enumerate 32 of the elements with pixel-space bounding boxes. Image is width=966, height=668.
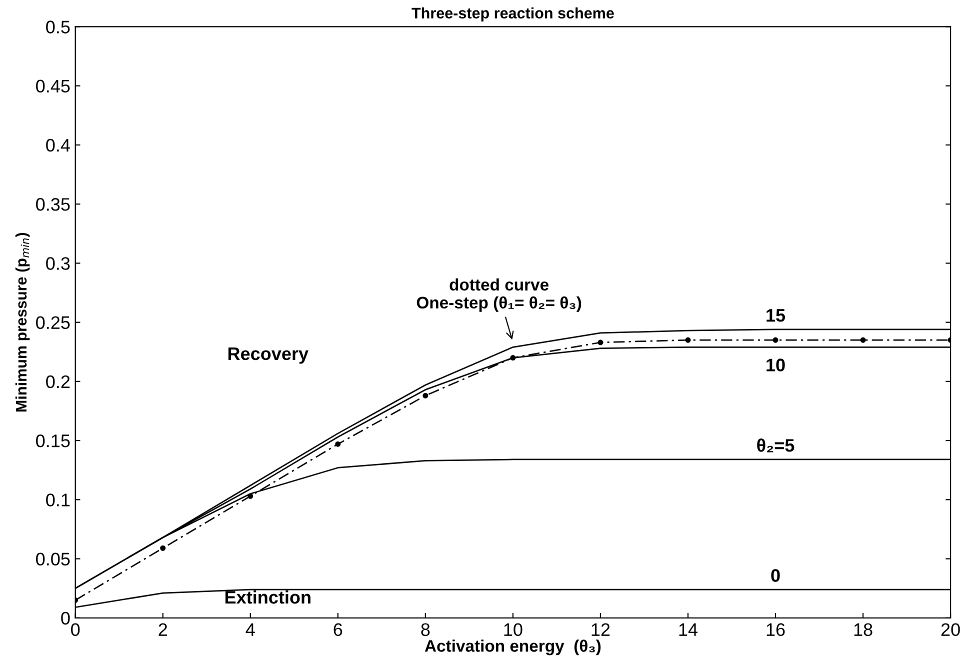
x-tick-label: 16: [766, 623, 785, 636]
y-tick-label: 0.45: [36, 80, 70, 93]
x-tick-label: 14: [679, 623, 698, 636]
series-label: 0: [771, 569, 780, 582]
y-tick-label: 0.2: [46, 375, 70, 388]
annotation: dotted curve One-step (θ₁= θ₂= θ₃): [416, 278, 582, 312]
x-tick-label: 4: [246, 623, 255, 636]
y-tick-label: 0.15: [36, 434, 70, 448]
x-axis-title: Activation energy (θ₃): [424, 640, 601, 656]
x-tick-label: 20: [941, 623, 960, 636]
x-tick-label: 18: [854, 623, 872, 636]
y-tick-label: 0.05: [36, 552, 70, 566]
x-tick-label: 8: [421, 623, 430, 636]
x-tick-label: 2: [158, 623, 167, 636]
chart-title: Three-step reaction scheme: [412, 7, 614, 22]
series-label: 10: [766, 358, 785, 372]
x-tick-label: 0: [71, 623, 80, 636]
x-tick-label: 12: [592, 623, 610, 636]
x-tick-label: 10: [504, 623, 522, 636]
series-label: θ₂=5: [757, 438, 794, 452]
y-axis-title: Minimum pressure (p$_{min}$): [15, 232, 30, 412]
x-tick-label: 6: [334, 623, 342, 636]
annotation: Extinction: [225, 590, 310, 604]
y-tick-label: 0.4: [46, 138, 70, 152]
y-tick-label: 0: [61, 612, 70, 625]
y-tick-label: 0.3: [46, 257, 70, 270]
series-label: 15: [766, 309, 786, 322]
y-tick-label: 0.5: [46, 20, 70, 34]
y-tick-label: 0.1: [46, 494, 70, 506]
annotation: Recovery: [228, 348, 308, 364]
y-tick-label: 0.25: [36, 316, 70, 330]
y-tick-label: 0.35: [36, 198, 70, 211]
